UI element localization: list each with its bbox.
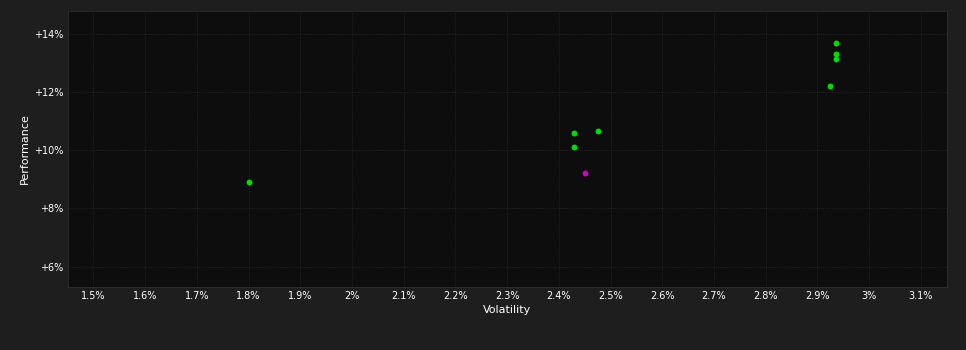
Y-axis label: Performance: Performance [19,113,30,184]
Point [567,145,582,150]
Point [828,40,843,45]
Point [828,51,843,57]
Point [577,171,592,176]
X-axis label: Volatility: Volatility [483,305,531,315]
Point [567,130,582,135]
Point [590,128,606,134]
Point [823,83,838,89]
Point [828,56,843,61]
Point [241,180,256,185]
